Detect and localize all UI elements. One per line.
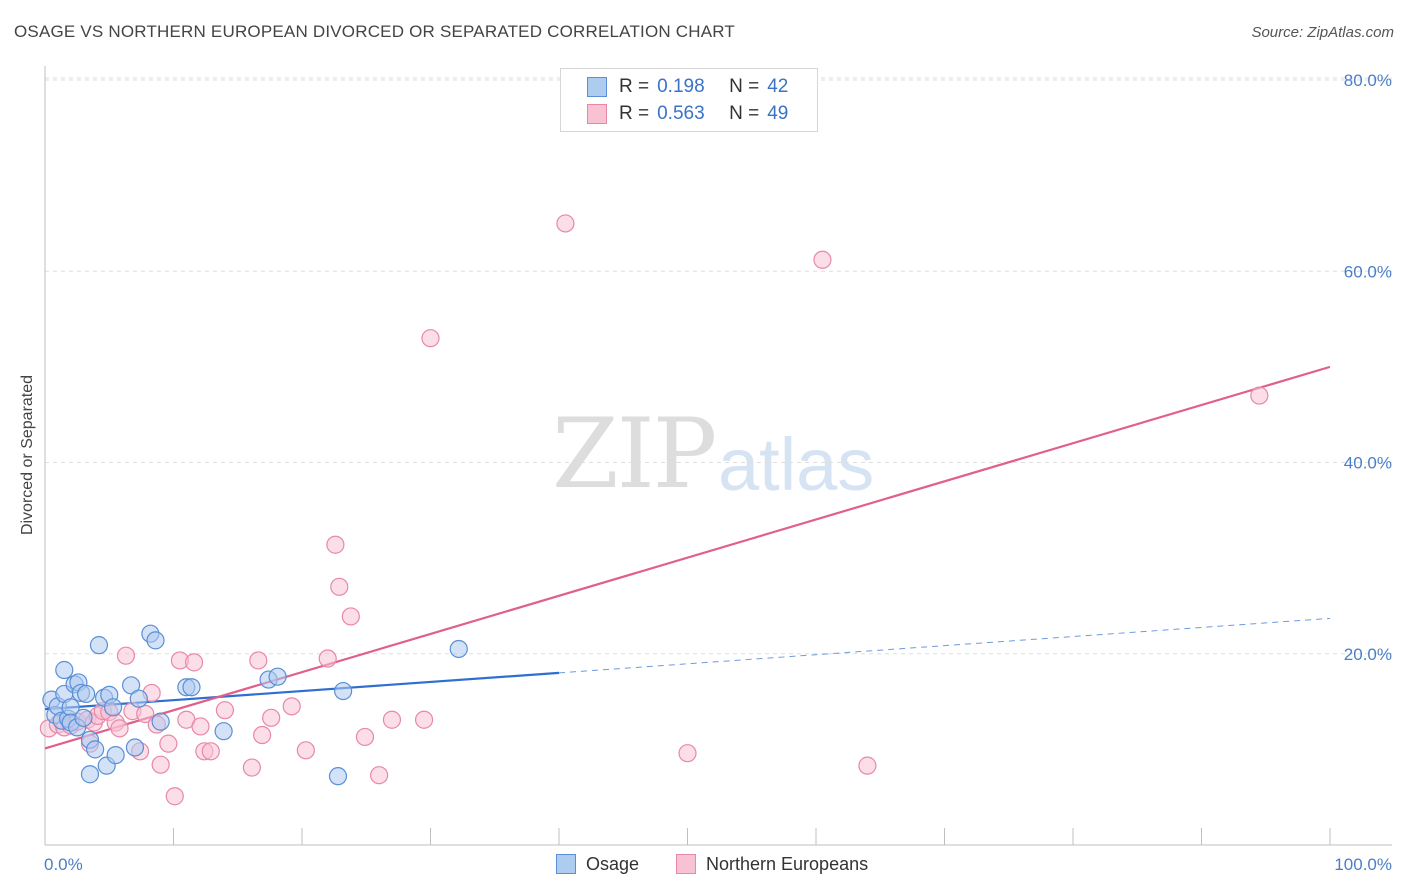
x-tick-label: 100.0% xyxy=(1334,855,1392,874)
osage-point xyxy=(121,676,141,695)
osage-swatch xyxy=(556,854,576,874)
osage-trend-line xyxy=(44,671,560,711)
northern-europeans-point xyxy=(355,727,375,747)
watermark-zip: ZIP xyxy=(552,398,717,510)
northern-europeans-point xyxy=(370,766,389,785)
northern-europeans-point xyxy=(318,649,337,668)
osage-point xyxy=(55,660,74,680)
legend-n-label: N = xyxy=(729,103,760,124)
source-credit: Source: ZipAtlas.com xyxy=(1251,24,1394,41)
y-tick-label: 80.0% xyxy=(1344,71,1392,90)
osage-point xyxy=(74,708,93,727)
legend-row-northern-europeans: R = 0.563 N = 49 xyxy=(587,103,788,125)
tick-labels: 20.0% 40.0% 60.0% 80.0% 0.0% 100.0% xyxy=(44,71,1392,874)
osage-point xyxy=(268,667,287,686)
northern-europeans-trend-line xyxy=(44,365,1331,750)
x-tick-label: 0.0% xyxy=(44,855,83,874)
data-points xyxy=(39,214,1269,806)
osage-point xyxy=(449,639,468,659)
legend-r-label: R = xyxy=(619,76,650,97)
chart-title: OSAGE VS NORTHERN EUROPEAN DIVORCED OR S… xyxy=(14,22,736,41)
y-tick-label: 20.0% xyxy=(1344,645,1392,664)
northern-europeans-point xyxy=(136,704,155,724)
bottom-legend-label: Osage xyxy=(586,853,640,874)
northern-europeans-point xyxy=(159,734,178,753)
northern-europeans-point xyxy=(813,250,832,269)
osage-swatch xyxy=(587,77,607,97)
northern-europeans-point xyxy=(414,710,434,729)
osage-point xyxy=(89,636,109,655)
northern-europeans-point xyxy=(116,646,136,665)
legend-n-value: 49 xyxy=(767,103,789,124)
northern-europeans-point xyxy=(382,710,402,729)
northern-europeans-point xyxy=(201,742,220,761)
y-tick-label: 40.0% xyxy=(1344,454,1392,473)
osage-point xyxy=(182,678,201,697)
northern-europeans-point xyxy=(341,607,360,626)
osage-point xyxy=(80,765,100,784)
legend-r-label: R = xyxy=(619,103,650,124)
northern-europeans-point xyxy=(326,535,345,554)
bottom-legend-osage: Osage xyxy=(556,852,639,876)
trend-lines xyxy=(44,365,1331,750)
northern-europeans-point xyxy=(165,787,184,806)
northern-europeans-point xyxy=(262,708,281,727)
osage-point xyxy=(125,738,145,757)
northern-europeans-point xyxy=(151,755,170,774)
northern-europeans-swatch xyxy=(587,104,607,124)
northern-europeans-point xyxy=(110,719,129,738)
y-tick-label: 60.0% xyxy=(1344,262,1392,281)
northern-europeans-point xyxy=(191,717,210,736)
northern-europeans-point xyxy=(421,329,440,348)
northern-europeans-point xyxy=(330,577,349,596)
legend-row-osage: R = 0.198 N = 42 xyxy=(587,76,788,98)
northern-europeans-point xyxy=(296,741,315,760)
northern-europeans-point xyxy=(215,701,234,720)
osage-trend-extension xyxy=(558,617,1331,674)
osage-point xyxy=(334,681,353,701)
bottom-legend-label: Northern Europeans xyxy=(706,853,869,874)
osage-point xyxy=(214,722,233,741)
osage-point xyxy=(129,689,148,708)
legend-r-value: 0.563 xyxy=(657,103,705,124)
watermark-atlas: atlas xyxy=(718,423,875,506)
northern-europeans-point xyxy=(184,653,204,672)
northern-europeans-point xyxy=(678,744,697,763)
northern-europeans-point xyxy=(858,756,877,775)
northern-europeans-point xyxy=(1250,386,1269,405)
grid-lines xyxy=(45,77,1392,655)
osage-point xyxy=(146,631,165,650)
osage-point xyxy=(328,767,348,786)
osage-point xyxy=(86,740,105,759)
correlation-legend: R = 0.198 N = 42 R = 0.563 N = 49 xyxy=(560,68,818,132)
legend-r-value: 0.198 xyxy=(657,76,705,97)
legend-n-value: 42 xyxy=(767,76,789,97)
legend-n-label: N = xyxy=(729,76,760,97)
northern-europeans-point xyxy=(249,651,268,670)
bottom-legend-northern-europeans: Northern Europeans xyxy=(676,852,868,876)
northern-europeans-swatch xyxy=(676,854,696,874)
northern-europeans-point xyxy=(253,725,272,745)
northern-europeans-point xyxy=(242,758,261,777)
osage-point xyxy=(104,698,123,717)
osage-point xyxy=(77,684,96,704)
northern-europeans-point xyxy=(282,697,301,716)
northern-europeans-point xyxy=(556,214,575,233)
osage-point xyxy=(106,746,125,765)
osage-point xyxy=(151,712,170,731)
axes xyxy=(44,66,1392,846)
